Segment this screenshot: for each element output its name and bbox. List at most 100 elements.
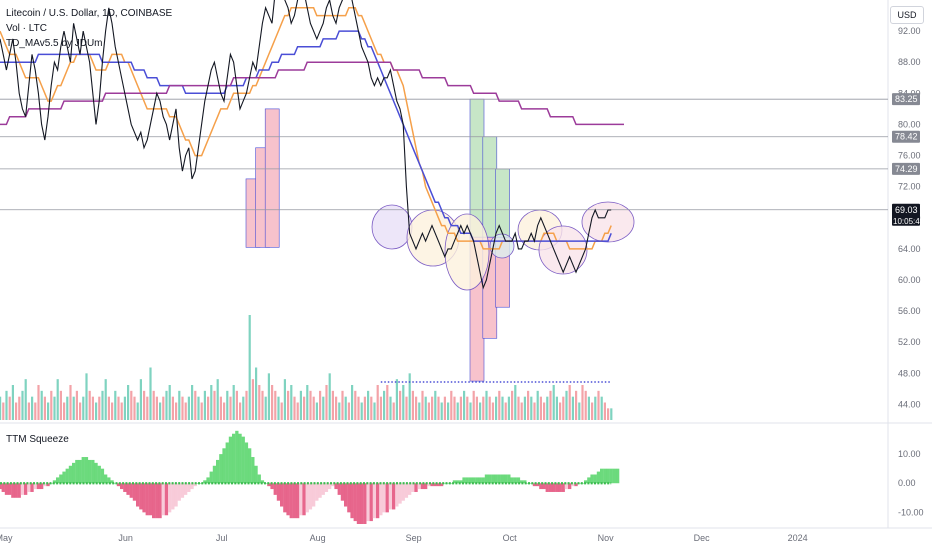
chart-grid [0, 0, 932, 529]
volume-bar [43, 396, 46, 420]
squeeze-bar [238, 433, 242, 484]
volume-bar [261, 390, 264, 420]
squeeze-bar [369, 483, 373, 522]
volume-bar [319, 390, 322, 420]
squeeze-bar [120, 483, 124, 490]
squeeze-bar [1, 483, 5, 492]
volume-bar [69, 385, 72, 420]
price-tick-label: 48.00 [898, 368, 921, 378]
squeeze-bar [27, 483, 31, 492]
time-tick-label: Jul [216, 533, 228, 543]
time-axis[interactable]: May Jun Jul Aug Sep Oct Nov Dec 2024 [0, 533, 808, 543]
volume-bar [399, 390, 402, 420]
squeeze-bar [568, 483, 572, 490]
volume-bar [453, 396, 456, 420]
volume-bar [424, 396, 427, 420]
volume-bar [357, 396, 360, 420]
volume-bar [591, 402, 594, 420]
volume-bar [40, 390, 43, 420]
volume-legend[interactable]: Vol · LTC [6, 23, 47, 34]
squeeze-bar [104, 474, 108, 484]
squeeze-bar [241, 436, 245, 484]
volume-bar [379, 396, 382, 420]
volume-bar [232, 385, 235, 420]
squeeze-bar [542, 483, 546, 490]
volume-bar [341, 390, 344, 420]
volume-bar [408, 373, 411, 420]
volume-bar [360, 402, 363, 420]
squeeze-tick-label: 0.00 [898, 478, 916, 488]
squeeze-bar [88, 459, 92, 484]
squeeze-bar [609, 468, 613, 484]
volume-bar [466, 396, 469, 420]
price-tick-label: 52.00 [898, 337, 921, 347]
squeeze-bar [516, 477, 521, 484]
volume-bar [370, 396, 373, 420]
squeeze-bar [100, 468, 105, 484]
volume-bar [2, 402, 5, 420]
squeeze-bar [372, 483, 377, 519]
volume-bar [306, 385, 309, 420]
volume-bar [21, 390, 24, 420]
squeeze-bar [388, 483, 393, 510]
squeeze-legend[interactable]: TTM Squeeze [6, 434, 69, 445]
squeeze-bar [488, 474, 492, 484]
volume-bar [447, 402, 450, 420]
volume-bar [168, 385, 171, 420]
squeeze-bar [225, 442, 229, 484]
squeeze-bar [91, 459, 95, 484]
squeeze-bar [552, 483, 556, 492]
squeeze-bar [513, 477, 517, 484]
volume-bar [264, 396, 267, 420]
volume-bar [223, 402, 226, 420]
squeeze-bar [436, 483, 441, 487]
volume-bar [165, 390, 168, 420]
pattern-ellipse [444, 213, 490, 291]
volume-bar [91, 396, 94, 420]
volume-bar [85, 373, 88, 420]
indicator-legend[interactable]: TD_MAv5.5 by JDUm [6, 38, 103, 49]
squeeze-bar [398, 483, 402, 504]
volume-bar [405, 396, 408, 420]
volume-bar [315, 402, 318, 420]
squeeze-bar [347, 483, 351, 513]
squeeze-bar [46, 483, 50, 487]
volume-bar [53, 396, 56, 420]
volume-bar [575, 390, 578, 420]
squeeze-bar [564, 483, 569, 490]
squeeze-bar [612, 468, 617, 484]
squeeze-bar [248, 448, 252, 484]
currency-button[interactable]: USD [890, 6, 924, 24]
volume-bar [181, 396, 184, 420]
volume-bar [149, 367, 152, 420]
squeeze-bar [84, 457, 89, 484]
squeeze-bar [561, 483, 565, 492]
squeeze-bar [376, 483, 380, 519]
volume-bar [581, 385, 584, 420]
squeeze-bar [427, 483, 431, 487]
volume-bar [328, 373, 331, 420]
squeeze-bar [296, 483, 300, 519]
squeeze-bar [529, 483, 533, 484]
volume-bar [555, 396, 558, 420]
squeeze-bar [257, 474, 261, 484]
volume-bar [200, 402, 203, 420]
squeeze-bar [334, 483, 338, 490]
price-tick-label: 60.00 [898, 275, 921, 285]
volume-bar [411, 390, 414, 420]
volume-bar [533, 402, 536, 420]
squeeze-bar [40, 483, 44, 490]
volume-bar [242, 396, 245, 420]
squeeze-bar [440, 483, 444, 487]
volume-bar [114, 390, 117, 420]
squeeze-bar [155, 483, 159, 519]
volume-bar [443, 396, 446, 420]
squeeze-bar [468, 477, 473, 484]
symbol-legend[interactable]: Litecoin / U.S. Dollar, 1D, COINBASE [6, 8, 173, 19]
squeeze-bar [504, 474, 508, 484]
volume-bar [299, 390, 302, 420]
volume-bar [117, 396, 120, 420]
volume-bar [175, 402, 178, 420]
ttm-squeeze-pane [0, 430, 620, 524]
